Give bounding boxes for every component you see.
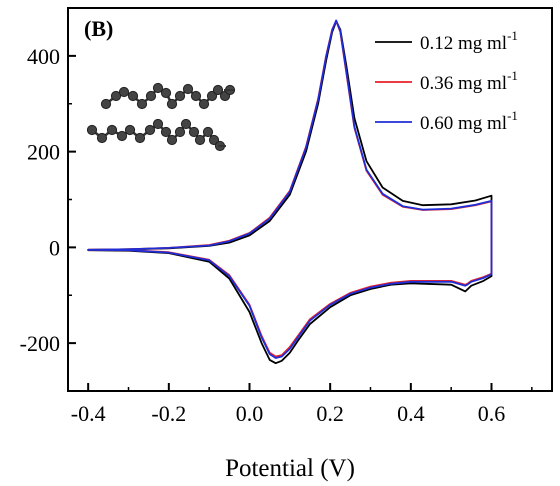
series-line-2	[87, 20, 493, 358]
atom	[182, 83, 194, 95]
legend: 0.12 mg ml-1 0.36 mg ml-1 0.60 mg ml-1	[375, 28, 518, 134]
atom	[174, 90, 186, 102]
atom	[190, 90, 202, 102]
atom	[145, 90, 157, 102]
atom	[134, 132, 146, 144]
atom	[152, 82, 164, 94]
series-line-1	[87, 20, 493, 365]
x-tick-label: -0.4	[71, 401, 106, 426]
atom	[160, 87, 172, 99]
legend-label-2: 0.36 mg ml-1	[420, 68, 518, 94]
atom	[110, 90, 122, 102]
series-lines	[87, 19, 493, 365]
atom	[160, 126, 172, 138]
x-tick-label: 0.6	[478, 401, 506, 426]
atom	[206, 90, 218, 102]
y-tick-label: 0	[49, 235, 60, 260]
atom	[212, 84, 224, 96]
legend-exponent: -1	[507, 28, 518, 43]
atom	[188, 126, 200, 138]
x-axis-label: Potential (V)	[225, 455, 355, 482]
legend-label-1: 0.12 mg ml-1	[420, 28, 518, 54]
atom	[194, 134, 206, 146]
atom	[208, 134, 220, 146]
atom	[96, 132, 108, 144]
atom	[86, 124, 98, 136]
atom	[106, 124, 118, 136]
series-line-3	[87, 19, 493, 359]
atom	[144, 124, 156, 136]
x-tick-label: 0.4	[397, 401, 425, 426]
atom	[202, 126, 214, 138]
legend-label-3: 0.60 mg ml-1	[420, 108, 518, 134]
legend-exponent: -1	[507, 68, 518, 83]
y-tick-label: -200	[20, 331, 60, 356]
panel-label: (B)	[84, 16, 113, 41]
atom	[118, 86, 130, 98]
atom	[174, 126, 186, 138]
atom	[180, 118, 192, 130]
atom	[100, 98, 112, 110]
atom	[136, 98, 148, 110]
atom	[198, 98, 210, 110]
atom	[127, 90, 139, 102]
y-tick-label: 400	[27, 44, 60, 69]
x-tick-label: 0.2	[316, 401, 344, 426]
legend-exponent: -1	[507, 108, 518, 123]
atom	[124, 124, 136, 136]
x-tick-label: 0.0	[236, 401, 264, 426]
axis-ticks: -0.4 -0.2 0.0 0.2 0.4 0.6 -200 0 200 400	[20, 44, 533, 426]
atom	[152, 118, 164, 130]
molecular-structure-inset	[86, 82, 236, 152]
atom	[166, 98, 178, 110]
atom	[166, 134, 178, 146]
y-tick-label: 200	[27, 140, 60, 165]
atom	[116, 130, 128, 142]
x-tick-label: -0.2	[151, 401, 186, 426]
